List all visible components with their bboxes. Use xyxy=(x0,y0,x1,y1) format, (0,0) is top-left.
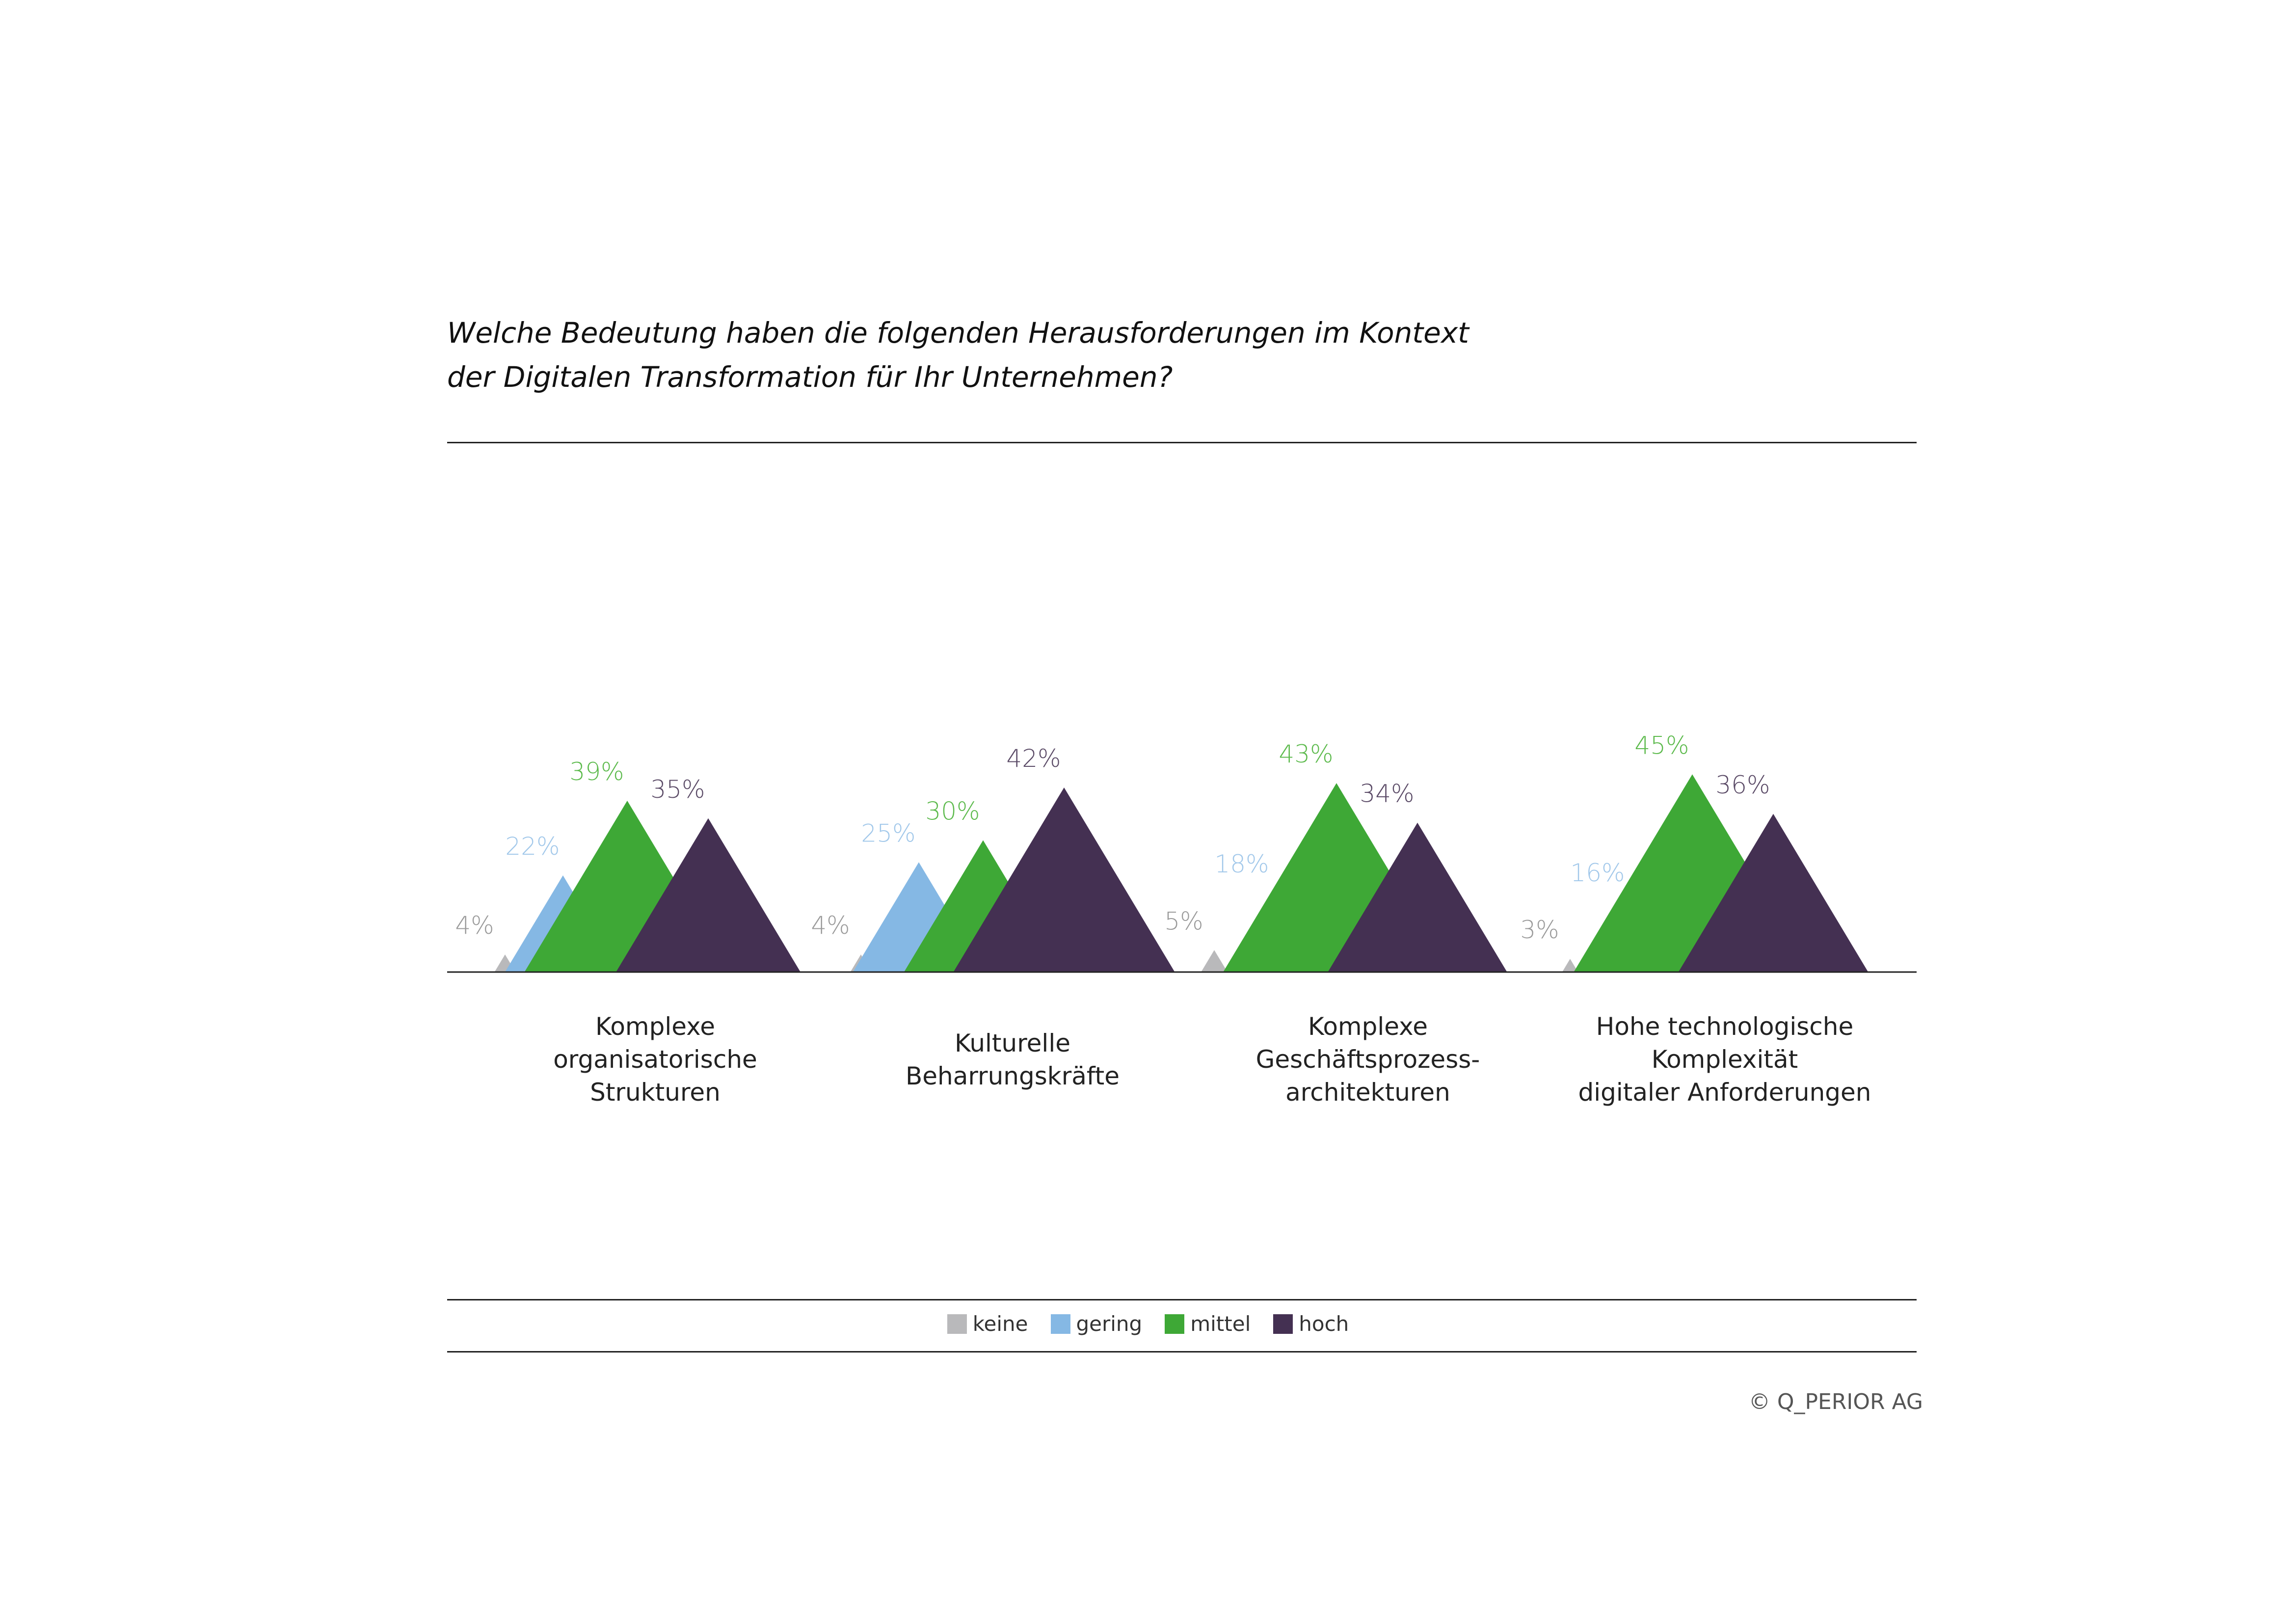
peak-hoch-3 xyxy=(1328,822,1507,972)
value-label-mittel-1: 39% xyxy=(569,758,624,786)
category-group-3: 5% 18% 43% 34% xyxy=(1164,740,1507,972)
category-label-3: Komplexe Geschäftsprozess- architekturen xyxy=(1191,1010,1545,1109)
legend-swatch-mittel xyxy=(1165,1314,1185,1334)
top-divider xyxy=(447,442,1917,443)
category-4-line-1: Hohe technologische xyxy=(1596,1012,1854,1041)
legend-item-gering: gering xyxy=(1050,1312,1143,1336)
category-group-1: 4% 22% 39% 35% xyxy=(455,758,801,972)
category-4-line-2: Komplexität xyxy=(1651,1045,1798,1074)
value-label-gering-1: 22% xyxy=(505,832,560,861)
legend-item-hoch: hoch xyxy=(1273,1312,1349,1336)
value-label-keine-3: 5% xyxy=(1164,907,1203,935)
value-label-keine-1: 4% xyxy=(455,911,494,940)
legend-label-gering: gering xyxy=(1076,1312,1143,1336)
value-label-mittel-2: 30% xyxy=(925,797,980,826)
legend-bottom-divider xyxy=(447,1351,1917,1353)
peak-hoch-1 xyxy=(616,818,801,972)
copyright-text: © Q_PERIOR AG xyxy=(1748,1389,1923,1414)
peak-keine-3 xyxy=(1201,950,1228,972)
peak-hoch-2 xyxy=(953,787,1175,972)
category-2-line-2: Beharrungskräfte xyxy=(905,1062,1120,1090)
legend-label-mittel: mittel xyxy=(1190,1312,1251,1336)
title-line-1: Welche Bedeutung haben die folgenden Her… xyxy=(447,316,1469,350)
category-label-2: Kulturelle Beharrungskräfte xyxy=(836,1027,1189,1093)
category-label-1: Komplexe organisatorische Strukturen xyxy=(479,1010,832,1109)
value-label-keine-2: 4% xyxy=(811,911,850,940)
category-3-line-1: Komplexe xyxy=(1308,1012,1428,1041)
value-label-mittel-3: 43% xyxy=(1279,740,1333,768)
chart-area: 4% 22% 39% 35% 4% 25% 30% 42% 5% 18% 43% 34% 3% 16% 45… xyxy=(447,731,1917,973)
category-2-line-1: Kulturelle xyxy=(955,1029,1070,1057)
legend-label-hoch: hoch xyxy=(1299,1312,1349,1336)
peak-keine-4 xyxy=(1562,959,1578,972)
legend-top-divider xyxy=(447,1299,1917,1300)
category-3-line-3: architekturen xyxy=(1285,1078,1450,1107)
category-1-line-2: organisatorische xyxy=(553,1045,757,1074)
value-label-keine-4: 3% xyxy=(1520,916,1559,944)
legend-item-mittel: mittel xyxy=(1165,1312,1251,1336)
legend-item-keine: keine xyxy=(947,1312,1028,1336)
value-label-hoch-2: 42% xyxy=(1006,744,1061,773)
category-label-4: Hohe technologische Komplexität digitale… xyxy=(1548,1010,1901,1109)
value-label-gering-4: 16% xyxy=(1570,859,1625,887)
title-line-2: der Digitalen Transformation für Ihr Unt… xyxy=(447,360,1173,394)
value-label-hoch-3: 34% xyxy=(1360,780,1414,808)
category-1-line-3: Strukturen xyxy=(590,1078,721,1107)
legend-swatch-keine xyxy=(947,1314,967,1334)
legend-swatch-gering xyxy=(1050,1314,1070,1334)
legend: keine gering mittel hoch xyxy=(0,1312,2296,1336)
category-group-2: 4% 25% 30% 42% xyxy=(811,744,1175,972)
value-label-gering-2: 25% xyxy=(861,819,915,847)
category-4-line-3: digitaler Anforderungen xyxy=(1578,1078,1871,1107)
legend-swatch-hoch xyxy=(1273,1314,1293,1334)
category-1-line-1: Komplexe xyxy=(595,1012,715,1041)
value-label-mittel-4: 45% xyxy=(1634,731,1689,759)
value-label-hoch-1: 35% xyxy=(650,775,705,804)
chart-title: Welche Bedeutung haben die folgenden Her… xyxy=(447,311,1625,399)
value-label-hoch-4: 36% xyxy=(1715,771,1770,799)
category-group-4: 3% 16% 45% 36% xyxy=(1520,731,1869,972)
peak-hoch-4 xyxy=(1678,813,1869,972)
category-3-line-2: Geschäftsprozess- xyxy=(1255,1045,1480,1074)
value-label-gering-3: 18% xyxy=(1214,850,1269,878)
legend-label-keine: keine xyxy=(972,1312,1028,1336)
